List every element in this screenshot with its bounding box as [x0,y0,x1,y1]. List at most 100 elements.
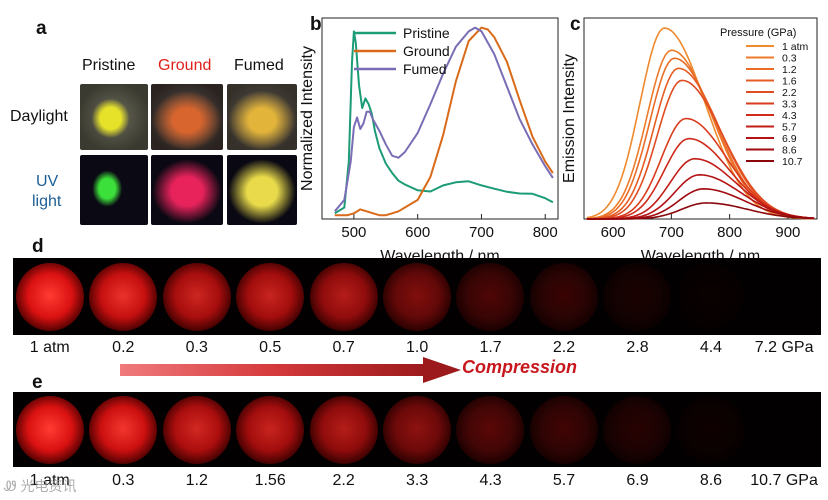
panel-a-label: a [36,18,47,39]
arrow-shaft [120,364,425,376]
plot-frame [321,17,559,220]
pressure-label: 1 atm [29,472,70,489]
pressure-label: 10.7 GPa [750,472,818,489]
pressure-label: 0.5 [259,339,282,356]
series-line-10-7 [586,202,815,220]
x-tick-label: 500 [341,224,366,241]
luminescence-disc [676,262,745,331]
image-strip-d [13,258,821,335]
x-tick-label: 700 [469,224,494,241]
chart-b: 500 600 700 800 Wavelength / nm Normalized In… [300,17,559,260]
row-label-uv: UV [36,173,59,190]
photo-pristine-uv [80,155,148,225]
pressure-label: 4.3 [479,472,502,489]
photo-ground-daylight [151,84,223,150]
x-tick-label: 700 [659,224,684,241]
column-label-ground: Ground [158,57,212,74]
pressure-label: 4.4 [699,339,723,356]
pressure-label: 0.2 [112,339,135,356]
photo-fumed-uv [227,155,297,225]
watermark: Ꮺ 光电资讯 [4,478,77,494]
column-label-pristine: Pristine [82,57,136,74]
luminescence-disc [236,262,305,331]
y-axis-label: Normalized Intensity [300,46,316,191]
pressure-label: 2.2 [332,472,355,489]
x-tick-label: 600 [601,224,626,241]
luminescence-disc [309,262,378,331]
luminescence-disc [162,395,231,464]
pressure-label: 0.3 [112,472,135,489]
luminescence-disc [309,395,378,464]
legend-label-2-2: 2.2 [782,87,797,99]
compression-label: Compression [462,357,578,377]
pressure-label: 2.8 [626,339,649,356]
row-label-light: light [32,193,62,210]
legend-label-fumed: Fumed [403,61,447,77]
legend-label-1-atm: 1 atm [782,41,809,53]
x-axis-label: Wavelength / nm [380,248,499,260]
photo-pristine-daylight [80,84,148,150]
series-line-1-2 [586,57,815,220]
pressure-label: 1.56 [254,472,286,489]
luminescence-disc [162,262,231,331]
luminescence-disc [383,262,451,331]
panel-b-label: b [310,14,322,35]
y-axis-label: Emission Intensity [561,54,578,183]
series-line-pristine [334,30,554,215]
pressure-label: 0.3 [185,339,208,356]
x-axis-label: Wavelength / nm [641,248,760,260]
series-line-0-3 [586,49,815,220]
luminescence-disc [529,395,598,464]
pressure-label: 1.2 [185,472,208,489]
row-label-daylight: Daylight [10,108,68,125]
legend-label-1-6: 1.6 [782,76,797,88]
pressure-label: 1 atm [29,339,70,356]
luminescence-disc [603,262,672,331]
pressure-label: 1.7 [479,339,502,356]
compression-arrow [120,357,461,383]
x-tick-label: 800 [717,224,742,241]
legend-label-10-7: 10.7 [782,156,803,168]
luminescence-disc [15,395,84,464]
legend-label-4-3: 4.3 [782,110,797,122]
series-line-1-atm [586,27,815,220]
legend-label-pristine: Pristine [403,25,450,41]
x-tick-label: 800 [533,224,558,241]
luminescence-disc [529,262,598,331]
luminescence-disc [89,262,158,331]
chart-c: 600 700 800 900 Wavelength / nm Emission Inte… [561,17,818,260]
pressure-label: 1.0 [406,339,429,356]
legend-label-0-3: 0.3 [782,53,797,65]
luminescence-disc [383,395,451,464]
legend-label-5-7: 5.7 [782,122,797,134]
luminescence-disc [456,262,525,331]
x-tick-label: 900 [775,224,800,241]
panel-e-label: e [32,372,43,393]
legend-label-3-3: 3.3 [782,99,797,111]
pressure-label: 6.9 [626,472,649,489]
luminescence-disc [750,262,819,331]
series-line-fumed [334,26,554,212]
photo-ground-uv [151,155,223,225]
legend-label-8-6: 8.6 [782,145,797,157]
arrow-head [423,357,461,383]
luminescence-disc [456,395,525,464]
luminescence-disc [676,395,745,464]
pressure-label: 2.2 [552,339,576,356]
luminescence-disc [750,395,819,464]
panel-d-label: d [32,236,44,257]
luminescence-disc [15,262,84,331]
legend-title: Pressure (GPa) [720,27,796,39]
plot-frame [583,17,818,220]
legend-label-1-2: 1.2 [782,64,797,76]
legend-label-6-9: 6.9 [782,133,797,145]
pressure-label: 7.2 GPa [754,339,814,356]
series-line-ground [334,26,554,217]
column-label-fumed: Fumed [234,57,284,74]
pressure-label: 0.7 [332,339,355,356]
pressure-label: 8.6 [699,472,723,489]
pressure-label: 5.7 [552,472,576,489]
luminescence-disc [603,395,672,464]
photo-fumed-daylight [227,84,297,150]
